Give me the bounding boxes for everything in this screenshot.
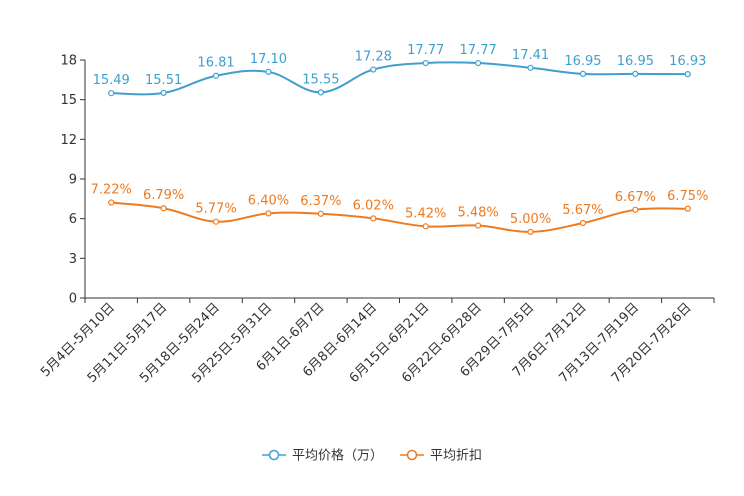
data-point[interactable] bbox=[422, 59, 429, 67]
data-point[interactable] bbox=[108, 90, 115, 97]
data-label: 15.55 bbox=[302, 72, 339, 87]
data-point[interactable] bbox=[108, 199, 115, 206]
data-label: 5.77% bbox=[195, 202, 236, 217]
data-point[interactable] bbox=[527, 228, 534, 235]
y-tick-label: 6 bbox=[69, 212, 77, 227]
data-point[interactable] bbox=[317, 89, 324, 96]
y-tick-label: 9 bbox=[69, 173, 77, 188]
data-point[interactable] bbox=[632, 206, 639, 213]
data-label: 17.28 bbox=[355, 50, 392, 65]
y-tick-label: 0 bbox=[69, 292, 77, 307]
legend-marker bbox=[268, 449, 280, 461]
data-label: 17.10 bbox=[250, 52, 287, 67]
data-point[interactable] bbox=[265, 68, 272, 76]
series-2: 7.22% 6.79% 5.77% 6.40% 6.37% 6.02% 5.42% 5.48%… bbox=[91, 183, 708, 235]
data-label: 16.93 bbox=[669, 54, 706, 69]
data-label: 16.95 bbox=[617, 54, 654, 69]
data-label: 16.95 bbox=[564, 54, 601, 69]
y-tick-label: 3 bbox=[69, 252, 77, 267]
data-label: 15.51 bbox=[145, 73, 182, 88]
legend-label: 平均折扣 bbox=[430, 449, 482, 464]
data-point[interactable] bbox=[265, 210, 272, 217]
data-point[interactable] bbox=[422, 223, 429, 230]
data-point[interactable] bbox=[370, 66, 377, 73]
series-line bbox=[111, 201, 688, 233]
data-label: 7.22% bbox=[91, 183, 132, 198]
data-label: 5.42% bbox=[405, 206, 446, 221]
data-label: 6.02% bbox=[353, 198, 394, 213]
data-label: 17.77 bbox=[460, 43, 497, 58]
data-point[interactable] bbox=[370, 215, 377, 222]
data-label: 6.75% bbox=[667, 189, 708, 204]
data-label: 15.49 bbox=[93, 73, 130, 88]
data-label: 6.37% bbox=[300, 194, 341, 209]
data-label: 5.67% bbox=[562, 203, 603, 218]
legend-item-1[interactable]: 平均价格（万） bbox=[262, 448, 383, 464]
data-label: 5.48% bbox=[457, 206, 498, 221]
data-label: 6.40% bbox=[248, 193, 289, 208]
y-tick-label: 18 bbox=[60, 54, 77, 69]
data-label: 6.67% bbox=[615, 190, 656, 205]
legend-label: 平均价格（万） bbox=[292, 448, 383, 464]
data-label: 17.41 bbox=[512, 48, 549, 63]
data-label: 16.81 bbox=[197, 56, 234, 71]
legend-marker bbox=[406, 449, 418, 461]
data-label: 17.77 bbox=[407, 43, 444, 58]
data-point[interactable] bbox=[684, 71, 691, 78]
data-point[interactable] bbox=[475, 59, 482, 67]
data-label: 5.00% bbox=[510, 212, 551, 227]
data-point[interactable] bbox=[212, 218, 220, 225]
data-point[interactable] bbox=[212, 72, 220, 79]
series-1: 15.49 15.51 16.81 17.10 15.55 17.28 17.77 17.77… bbox=[93, 43, 706, 97]
data-point[interactable] bbox=[160, 205, 167, 212]
data-point[interactable] bbox=[579, 70, 587, 77]
legend[interactable]: 平均价格（万） 平均折扣 bbox=[262, 448, 482, 464]
data-point[interactable] bbox=[632, 70, 639, 77]
data-point[interactable] bbox=[475, 222, 482, 229]
series-line bbox=[111, 61, 688, 96]
y-tick-label: 15 bbox=[60, 93, 77, 108]
data-point[interactable] bbox=[317, 210, 324, 217]
legend-item-2[interactable]: 平均折扣 bbox=[400, 449, 482, 464]
data-point[interactable] bbox=[160, 89, 167, 97]
data-point[interactable] bbox=[579, 219, 587, 227]
series-layer: 15.49 15.51 16.81 17.10 15.55 17.28 17.77 17.77… bbox=[91, 43, 708, 235]
data-point[interactable] bbox=[527, 64, 534, 71]
y-tick-label: 12 bbox=[60, 133, 77, 148]
data-label: 6.79% bbox=[143, 188, 184, 203]
data-point[interactable] bbox=[684, 205, 691, 212]
